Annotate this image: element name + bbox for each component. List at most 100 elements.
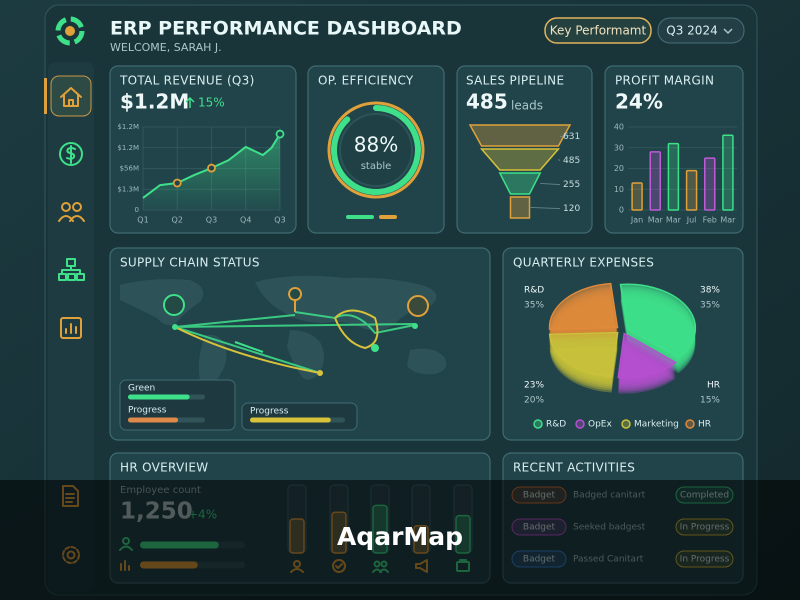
x-tick-label: Q4 [240,216,251,225]
funnel-stage [468,124,572,147]
key-button-label[interactable]: Key Performamt [550,24,647,38]
legend-label: HR [698,420,711,430]
funnel-leader [559,135,571,137]
x-tick-label: Jan [630,216,643,225]
pie-annotation: HR [707,381,720,391]
indicator [379,215,397,219]
y-tick-label: $56M [120,165,139,173]
funnel-stage [498,172,542,195]
x-tick-label: Mar [648,216,664,225]
routes [174,309,416,374]
profit-title: PROFIT MARGIN [615,74,714,88]
progress-fill [128,394,190,400]
watermark-band [0,480,800,600]
progress-label: Progress [250,407,289,417]
pie-slice [548,331,619,378]
legend-swatch [685,419,695,429]
x-tick-label: Q1 [137,216,148,225]
revenue-point [207,163,216,173]
nav-reports[interactable] [60,317,82,339]
pie-annotation: R&D [524,286,544,296]
pie-slice [619,283,697,359]
y-tick-label: $1.2M [117,144,139,152]
pie-annotation: 38% [700,286,720,296]
x-tick-label: Q2 [172,216,183,225]
pie-annotation: 15% [700,396,720,406]
pie-slice [617,332,677,379]
bar [704,157,716,211]
funnel-leader [558,159,561,161]
x-tick-label: Mar [720,216,736,225]
nav-hierarchy[interactable] [58,258,85,281]
legend-label: Marketing [634,420,679,430]
efficiency-title: OP. EFFICIENCY [318,74,414,88]
revenue-title: TOTAL REVENUE (Q3) [119,74,255,88]
logo [55,16,85,46]
x-tick-label: Q3 [206,216,217,225]
bar [667,142,680,211]
revenue-point [275,129,285,139]
funnel-label: 631 [563,132,580,142]
y-tick-label: $1.3M [117,185,139,193]
profit-value: 24% [615,90,663,114]
progress-fill [250,417,331,423]
x-tick-label: Jul [686,216,697,225]
pie-annotation: 35% [700,301,720,311]
efficiency-note: stable [361,161,392,172]
funnel-label: 255 [563,180,580,190]
ring-value [331,105,421,195]
funnel-label: 120 [563,204,580,214]
bar [685,169,698,211]
x-tick-label: Mar [666,216,682,225]
legend-swatch [621,419,631,429]
legend-swatch [533,419,543,429]
progress-fill [128,417,179,423]
y-tick-label: 0 [135,206,139,214]
expenses-title: QUARTERLY EXPENSES [513,256,654,270]
pipeline-unit: leads [511,99,543,113]
x-tick-label: Feb [703,216,717,225]
pie-annotation: 20% [524,396,544,406]
x-tick-label: Q3 [274,216,285,225]
pie-slice [548,282,619,330]
pipeline-value: 485 [466,90,508,114]
legend-label: R&D [546,420,566,430]
revenue-value: $1.2M [120,90,189,114]
funnel-stage [479,148,561,171]
nav-finance[interactable] [59,142,83,166]
revenue-line [142,133,281,199]
indicator [346,215,374,219]
progress-label: Green [128,384,155,394]
nav-home[interactable] [44,75,92,117]
legend-label: OpEx [588,420,612,430]
revenue-point [172,178,182,188]
y-tick-label: 40 [614,123,624,132]
pie-annotation: 35% [524,301,544,311]
period-dropdown[interactable]: Q3 2024 [657,17,745,44]
funnel-stage [509,196,531,219]
hr-title: HR OVERVIEW [120,461,208,475]
y-tick-label: 20 [614,164,624,173]
nav-people[interactable] [58,202,85,222]
funnel-label: 485 [563,156,580,166]
pipeline-title: SALES PIPELINE [466,74,564,88]
map-pins [163,287,429,376]
welcome: WELCOME, SARAH J. [110,41,222,54]
bar [649,151,661,211]
revenue-change: 15% [198,96,225,110]
efficiency-value: 88% [354,133,398,157]
period-label[interactable]: Q3 2024 [666,24,717,38]
y-tick-label: 30 [614,143,624,152]
funnel-leader [529,207,561,209]
legend-swatch [575,419,585,429]
activities-title: RECENT ACTIVITIES [513,461,635,475]
y-tick-label: 10 [614,185,624,194]
up-arrow [185,96,195,108]
key-button[interactable]: Key Performamt [544,17,652,44]
pie-annotation: 23% [524,381,544,391]
bar [722,134,734,211]
supply-title: SUPPLY CHAIN STATUS [120,256,260,270]
ring-track [339,113,413,187]
